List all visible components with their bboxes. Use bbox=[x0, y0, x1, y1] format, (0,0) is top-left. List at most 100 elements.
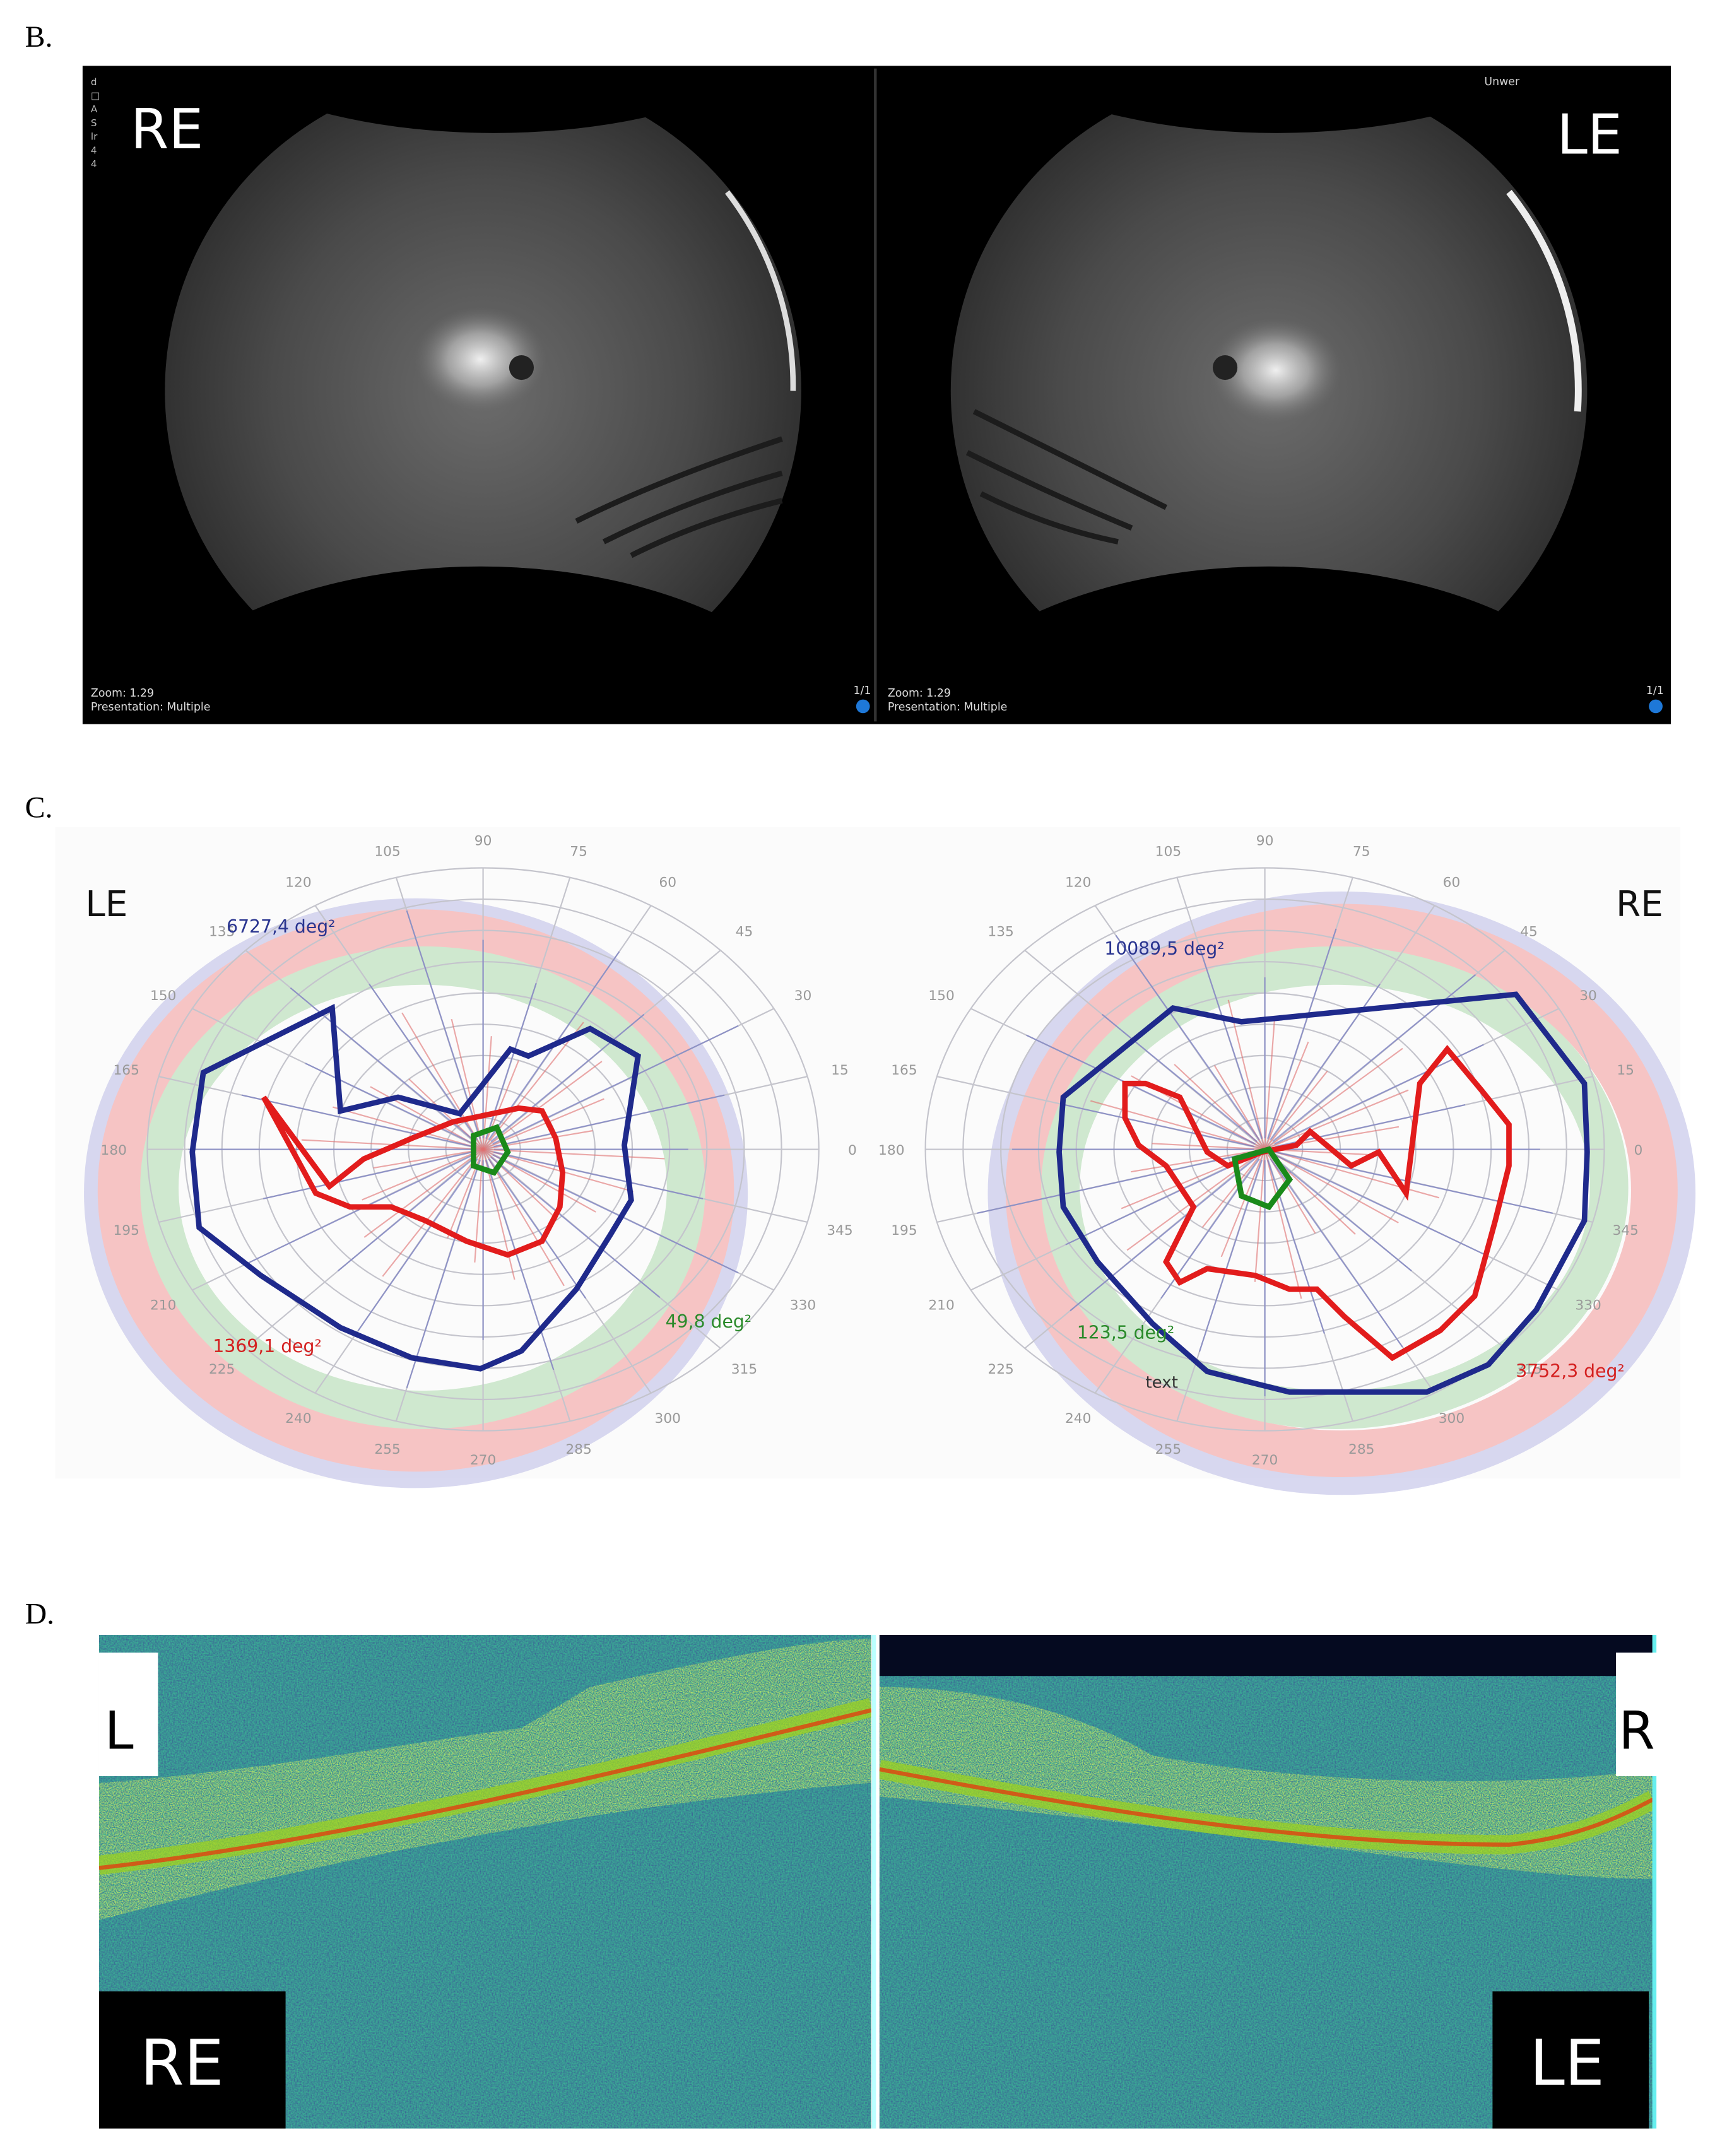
marker-box bbox=[1616, 1652, 1660, 1776]
area-label: 10089,5 deg² bbox=[1104, 938, 1224, 959]
side-letter: d bbox=[91, 76, 97, 88]
angle-label: 285 bbox=[565, 1442, 591, 1458]
isopter-green bbox=[471, 1124, 511, 1176]
oct-rpe bbox=[98, 1708, 871, 1870]
oct-layer bbox=[879, 1687, 1653, 1879]
angle-label: 165 bbox=[891, 1063, 917, 1078]
angle-label: 345 bbox=[1612, 1223, 1638, 1239]
vector bbox=[492, 1025, 739, 1145]
side-letter: 4 bbox=[91, 158, 97, 170]
corner-text: Unwer bbox=[1484, 76, 1520, 88]
angle-label: 195 bbox=[113, 1223, 139, 1239]
marker: R bbox=[1618, 1700, 1654, 1761]
vector bbox=[241, 1094, 473, 1148]
angle-label: 15 bbox=[831, 1063, 849, 1078]
oct-layer bbox=[98, 1639, 871, 1921]
isopter-green bbox=[1231, 1146, 1294, 1211]
vector bbox=[490, 1013, 645, 1143]
vector bbox=[1115, 934, 1260, 1141]
area-label: 6727,4 deg² bbox=[227, 916, 335, 937]
angle-label: 210 bbox=[928, 1298, 954, 1314]
band bbox=[1005, 904, 1678, 1478]
mask bbox=[215, 68, 774, 133]
vector bbox=[362, 1148, 484, 1201]
vector bbox=[1274, 1044, 1484, 1145]
reflex bbox=[1506, 189, 1582, 412]
fundus-left bbox=[122, 68, 839, 722]
side-letter: lr bbox=[91, 131, 98, 143]
angle-label: 240 bbox=[1065, 1411, 1091, 1427]
vector bbox=[1065, 1154, 1256, 1246]
vector bbox=[1267, 928, 1337, 1140]
vector bbox=[1220, 1149, 1266, 1258]
angle-label: 345 bbox=[827, 1223, 852, 1239]
side-letter: □ bbox=[91, 90, 100, 102]
perimetry-left bbox=[84, 898, 748, 1488]
vector bbox=[1131, 1148, 1265, 1173]
reflex bbox=[725, 190, 796, 391]
vector bbox=[1090, 1100, 1265, 1150]
vector bbox=[1254, 1149, 1266, 1282]
optic-disc bbox=[509, 355, 534, 380]
marker-box bbox=[98, 1652, 158, 1776]
optic-area bbox=[414, 307, 546, 412]
icon bbox=[856, 699, 870, 714]
angle-label: 195 bbox=[891, 1223, 917, 1239]
vector bbox=[1126, 1148, 1266, 1251]
eye-label: RE bbox=[140, 2026, 224, 2100]
angle-label: 180 bbox=[878, 1143, 904, 1158]
vector bbox=[1198, 946, 1263, 1140]
eye-box bbox=[98, 1991, 286, 2129]
area-label: 1369,1 deg² bbox=[213, 1336, 321, 1357]
vector bbox=[333, 1106, 483, 1150]
band bbox=[97, 909, 734, 1472]
vector bbox=[406, 1159, 481, 1389]
oct-top bbox=[879, 1635, 1653, 1676]
vector bbox=[1064, 1104, 1255, 1148]
side-letter: 4 bbox=[91, 144, 97, 156]
angle-label: 120 bbox=[285, 875, 311, 890]
eye-label: LE bbox=[1529, 2026, 1605, 2100]
vector bbox=[305, 1063, 474, 1145]
vector bbox=[1026, 1034, 1256, 1145]
vector bbox=[483, 1129, 593, 1150]
page: 1/1 bbox=[853, 685, 871, 697]
streaks bbox=[575, 436, 783, 558]
angle-label: 330 bbox=[790, 1298, 816, 1314]
panel-label: D. bbox=[25, 1598, 54, 1631]
panel-label: C. bbox=[25, 791, 53, 825]
vector bbox=[1152, 1143, 1265, 1150]
vector bbox=[493, 1094, 725, 1148]
vector bbox=[1264, 1148, 1440, 1199]
vector bbox=[485, 1159, 555, 1370]
mask bbox=[122, 566, 839, 722]
eye-label: RE bbox=[131, 97, 203, 162]
marker: L bbox=[105, 1700, 134, 1761]
angle-label: 150 bbox=[150, 988, 176, 1004]
angle-label: 90 bbox=[474, 834, 492, 849]
vector bbox=[1227, 999, 1266, 1150]
mask bbox=[996, 68, 1555, 133]
area-label: 123,5 deg² bbox=[1077, 1322, 1174, 1343]
vector bbox=[482, 1060, 519, 1150]
angle-label: 300 bbox=[655, 1411, 681, 1427]
vector bbox=[977, 1151, 1255, 1214]
angle-label: 165 bbox=[113, 1063, 139, 1078]
angle-label: 30 bbox=[794, 988, 812, 1004]
streaks bbox=[965, 409, 1168, 545]
vector bbox=[1275, 1104, 1466, 1148]
angle-label: 60 bbox=[1443, 875, 1461, 890]
vector bbox=[492, 1154, 739, 1274]
zoom: Zoom: 1.29 bbox=[91, 687, 154, 700]
vector bbox=[1264, 1047, 1403, 1150]
angle-label: 60 bbox=[659, 875, 676, 890]
vector bbox=[1274, 1154, 1484, 1255]
vector bbox=[1102, 1013, 1258, 1143]
angle-label: 45 bbox=[1520, 924, 1538, 940]
angle-label: 270 bbox=[470, 1452, 496, 1468]
angle-label: 135 bbox=[209, 924, 235, 940]
oct-rpe bbox=[879, 1767, 1653, 1847]
